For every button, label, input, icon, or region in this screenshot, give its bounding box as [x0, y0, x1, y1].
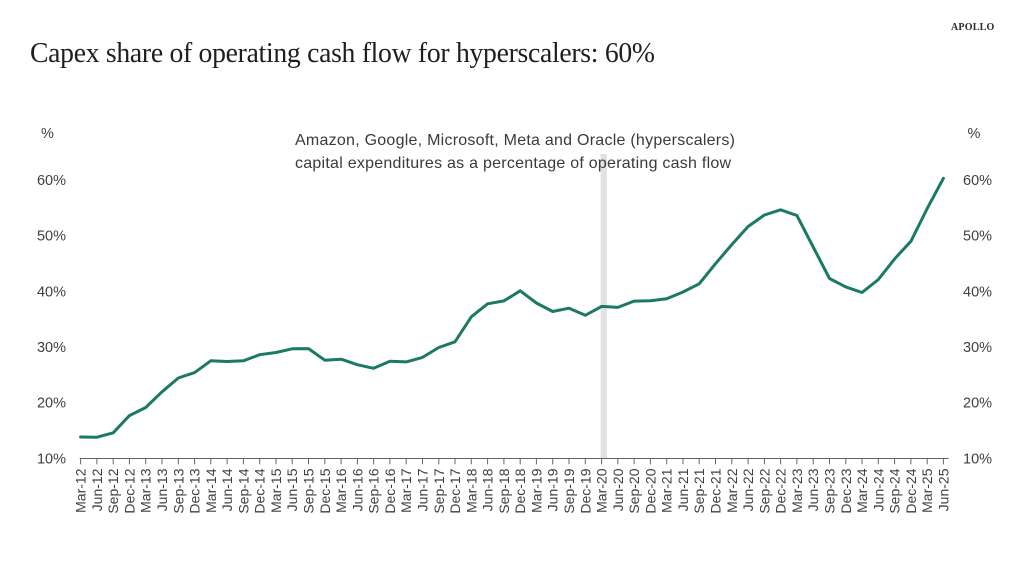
- svg-text:Dec-13: Dec-13: [187, 468, 203, 513]
- svg-text:10%: 10%: [963, 451, 992, 467]
- svg-text:Dec-18: Dec-18: [512, 468, 528, 513]
- svg-text:Jun-13: Jun-13: [154, 468, 170, 511]
- svg-text:Mar-17: Mar-17: [398, 468, 414, 513]
- svg-text:Sep-21: Sep-21: [691, 468, 707, 513]
- svg-text:Dec-17: Dec-17: [447, 468, 463, 513]
- svg-text:Dec-21: Dec-21: [708, 468, 724, 513]
- svg-text:Jun-22: Jun-22: [740, 468, 756, 511]
- svg-text:Jun-24: Jun-24: [870, 468, 886, 511]
- svg-text:Mar-18: Mar-18: [463, 468, 479, 513]
- svg-text:Dec-15: Dec-15: [317, 468, 333, 513]
- svg-text:10%: 10%: [37, 451, 66, 467]
- svg-text:Mar-19: Mar-19: [528, 468, 544, 513]
- svg-text:Mar-20: Mar-20: [594, 468, 610, 513]
- svg-text:20%: 20%: [37, 396, 66, 412]
- svg-text:Sep-24: Sep-24: [887, 468, 903, 513]
- svg-text:Dec-19: Dec-19: [577, 468, 593, 513]
- svg-text:Sep-14: Sep-14: [235, 468, 251, 513]
- svg-text:Jun-23: Jun-23: [805, 468, 821, 511]
- svg-text:Jun-25: Jun-25: [935, 468, 951, 511]
- svg-text:Jun-12: Jun-12: [89, 468, 105, 511]
- svg-text:Dec-20: Dec-20: [642, 468, 658, 513]
- svg-text:Jun-21: Jun-21: [675, 468, 691, 511]
- svg-text:Jun-19: Jun-19: [545, 468, 561, 511]
- svg-text:Sep-23: Sep-23: [822, 468, 838, 513]
- svg-text:Sep-20: Sep-20: [626, 468, 642, 513]
- svg-text:Dec-22: Dec-22: [773, 468, 789, 513]
- svg-text:Dec-24: Dec-24: [903, 468, 919, 513]
- svg-text:Jun-16: Jun-16: [349, 468, 365, 511]
- svg-text:40%: 40%: [37, 284, 66, 300]
- svg-text:Sep-17: Sep-17: [431, 468, 447, 513]
- svg-text:Sep-22: Sep-22: [756, 468, 772, 513]
- svg-text:40%: 40%: [963, 284, 992, 300]
- svg-text:Dec-12: Dec-12: [121, 468, 137, 513]
- svg-text:Mar-12: Mar-12: [73, 468, 89, 513]
- svg-text:Jun-20: Jun-20: [610, 468, 626, 511]
- svg-text:Dec-23: Dec-23: [838, 468, 854, 513]
- svg-text:Sep-13: Sep-13: [170, 468, 186, 513]
- svg-text:Sep-18: Sep-18: [496, 468, 512, 513]
- svg-text:Mar-21: Mar-21: [659, 468, 675, 513]
- svg-text:50%: 50%: [37, 229, 66, 245]
- svg-text:30%: 30%: [37, 340, 66, 356]
- svg-text:Sep-16: Sep-16: [366, 468, 382, 513]
- svg-text:Mar-15: Mar-15: [268, 468, 284, 513]
- svg-text:Mar-13: Mar-13: [138, 468, 154, 513]
- svg-text:Sep-15: Sep-15: [301, 468, 317, 513]
- svg-text:Mar-22: Mar-22: [724, 468, 740, 513]
- svg-text:60%: 60%: [37, 173, 66, 189]
- svg-text:Dec-16: Dec-16: [382, 468, 398, 513]
- svg-text:Jun-18: Jun-18: [480, 468, 496, 511]
- svg-text:Mar-24: Mar-24: [854, 468, 870, 513]
- svg-text:Jun-14: Jun-14: [219, 468, 235, 511]
- svg-text:Sep-12: Sep-12: [105, 468, 121, 513]
- svg-text:%: %: [968, 126, 981, 142]
- svg-text:20%: 20%: [963, 396, 992, 412]
- svg-text:Mar-14: Mar-14: [203, 468, 219, 513]
- svg-text:Mar-23: Mar-23: [789, 468, 805, 513]
- svg-text:Dec-14: Dec-14: [252, 468, 268, 513]
- svg-text:Sep-19: Sep-19: [561, 468, 577, 513]
- svg-text:Jun-17: Jun-17: [415, 468, 431, 511]
- svg-text:30%: 30%: [963, 340, 992, 356]
- svg-text:50%: 50%: [963, 229, 992, 245]
- svg-text:%: %: [41, 126, 54, 142]
- svg-text:Mar-16: Mar-16: [333, 468, 349, 513]
- svg-text:Jun-15: Jun-15: [284, 468, 300, 511]
- svg-text:60%: 60%: [963, 173, 992, 189]
- svg-text:Mar-25: Mar-25: [919, 468, 935, 513]
